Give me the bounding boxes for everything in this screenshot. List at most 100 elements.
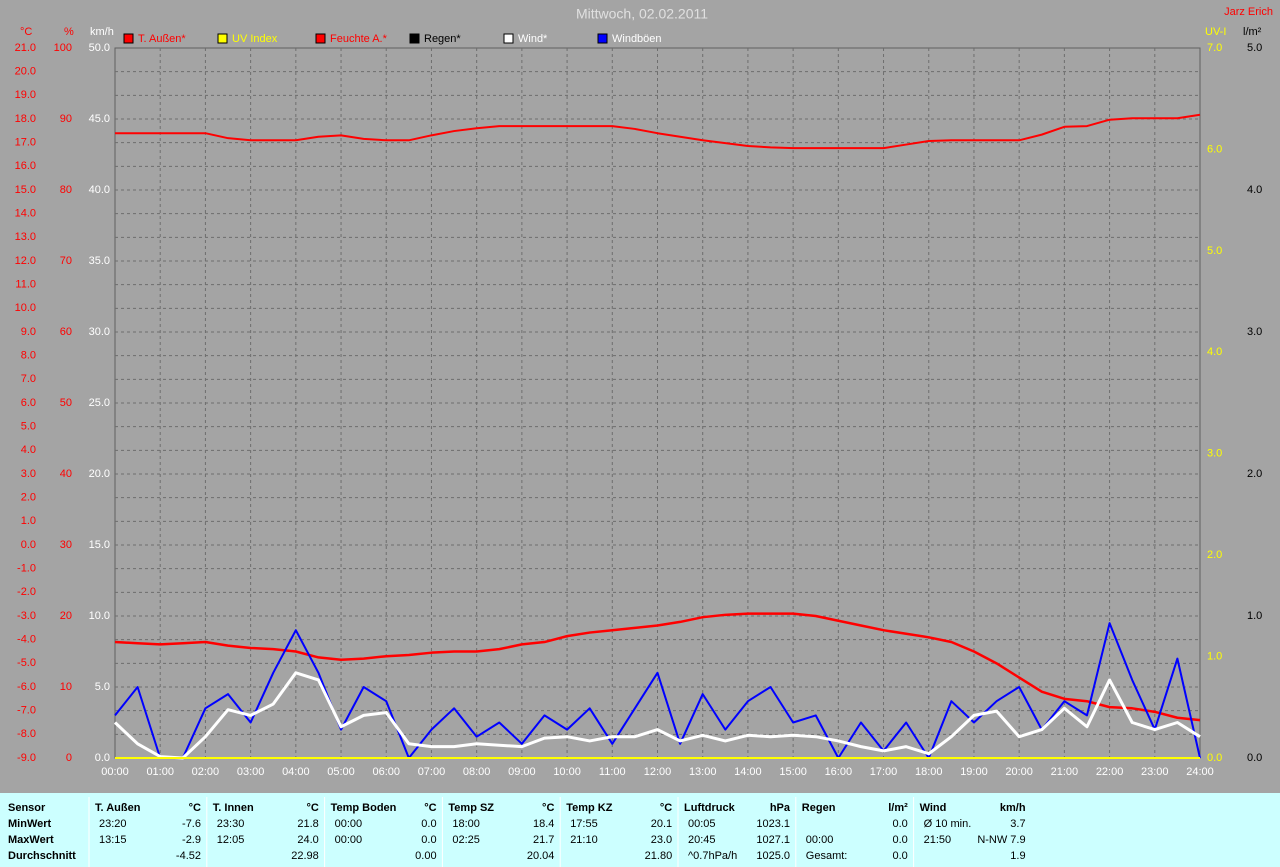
table-cell: 21.7 — [533, 834, 554, 846]
legend-label: Regen* — [424, 33, 461, 45]
x-tick-label: 20:00 — [1005, 766, 1033, 778]
y-tick-label: 0 — [66, 752, 72, 764]
y-tick-label: -3.0 — [17, 610, 36, 622]
x-tick-label: 07:00 — [418, 766, 446, 778]
series-line — [114, 612, 1201, 722]
y-tick-label: 35.0 — [89, 255, 110, 267]
series-line — [114, 622, 1201, 759]
table-cell: 0.0 — [421, 818, 436, 830]
table-cell: 13:15 — [99, 834, 127, 846]
y-tick-label: 20.0 — [15, 66, 36, 78]
y-tick-label: 50.0 — [89, 42, 110, 54]
y-tick-label: 4.0 — [1207, 346, 1222, 358]
x-tick-label: 24:00 — [1186, 766, 1214, 778]
legend-swatch — [123, 33, 134, 44]
x-tick-label: 22:00 — [1096, 766, 1124, 778]
x-tick-label: 11:00 — [599, 766, 626, 778]
y-tick-label: -5.0 — [17, 657, 36, 669]
table-cell: 00:00 — [335, 818, 363, 830]
y-tick-label: -6.0 — [17, 681, 36, 693]
table-cell: -4.52 — [176, 850, 201, 862]
y-tick-label: 0.0 — [95, 752, 110, 764]
x-tick-label: 23:00 — [1141, 766, 1169, 778]
y-tick-label: 3.0 — [1207, 448, 1222, 460]
table-header: Temp SZ — [448, 802, 494, 814]
y-tick-label: 15.0 — [15, 184, 36, 196]
series-line — [113, 671, 1201, 760]
y-tick-label: 60 — [60, 326, 72, 338]
y-tick-label: 5.0 — [21, 421, 36, 433]
y-tick-label: 0.0 — [21, 539, 36, 551]
table-cell: 21.8 — [297, 818, 318, 830]
table-cell: 00:05 — [688, 818, 716, 830]
table-cell: 0.0 — [893, 818, 908, 830]
y-tick-label: 5.0 — [95, 681, 110, 693]
y-tick-label: 90 — [60, 113, 72, 125]
table-cell: 0.0 — [421, 834, 436, 846]
table-header: Wind — [920, 802, 947, 814]
series — [113, 113, 1201, 760]
table-cell: 21:10 — [570, 834, 598, 846]
y-tick-label: 20.0 — [89, 468, 110, 480]
table-cell: 12:05 — [217, 834, 245, 846]
x-tick-label: 17:00 — [870, 766, 898, 778]
y-tick-label: 5.0 — [1207, 245, 1222, 257]
y-tick-label: 16.0 — [15, 160, 36, 172]
legend-swatch — [315, 33, 326, 44]
y-tick-label: 40.0 — [89, 184, 110, 196]
x-tick-label: 21:00 — [1051, 766, 1079, 778]
x-tick-label: 18:00 — [915, 766, 943, 778]
y-tick-label: 50 — [60, 397, 72, 409]
y-tick-label: 2.0 — [1247, 468, 1262, 480]
legend-swatch — [597, 33, 608, 44]
table-header: Luftdruck — [684, 802, 736, 814]
table-cell: 18.4 — [533, 818, 554, 830]
legend-swatch — [217, 33, 228, 44]
table-unit: °C — [542, 802, 554, 814]
y-tick-label: 30 — [60, 539, 72, 551]
table-cell: 20.04 — [527, 850, 555, 862]
table-cell: 22.98 — [291, 850, 319, 862]
table-cell: Ø 10 min. — [924, 818, 972, 830]
y-tick-label: 25.0 — [89, 397, 110, 409]
x-tick-label: 03:00 — [237, 766, 265, 778]
table-unit: °C — [424, 802, 436, 814]
row-label: Durchschnitt — [8, 850, 76, 862]
axis-unit: km/h — [90, 26, 114, 38]
chart-title: Mittwoch, 02.02.2011 — [576, 6, 708, 22]
table-cell: 21.80 — [645, 850, 673, 862]
table-unit: °C — [660, 802, 672, 814]
y-tick-label: 10 — [60, 681, 72, 693]
table-cell: 23:30 — [217, 818, 245, 830]
x-tick-label: 12:00 — [644, 766, 672, 778]
table-cell: 21:50 — [924, 834, 952, 846]
legend-label: Feuchte A.* — [330, 33, 388, 45]
x-tick-label: 05:00 — [327, 766, 355, 778]
y-tick-label: 40 — [60, 468, 72, 480]
legend-label: Wind* — [518, 33, 548, 45]
legend-label: Windböen — [612, 33, 662, 45]
y-tick-label: 6.0 — [1207, 143, 1222, 155]
y-tick-label: 8.0 — [21, 350, 36, 362]
y-tick-label: -1.0 — [17, 563, 36, 575]
author: Jarz Erich — [1224, 6, 1273, 18]
table-unit: km/h — [1000, 802, 1026, 814]
x-tick-label: 02:00 — [192, 766, 220, 778]
y-tick-label: 1.0 — [1247, 610, 1262, 622]
y-tick-label: 20 — [60, 610, 72, 622]
y-tick-label: 18.0 — [15, 113, 36, 125]
y-tick-label: 30.0 — [89, 326, 110, 338]
y-tick-label: 80 — [60, 184, 72, 196]
x-tick-label: 15:00 — [779, 766, 807, 778]
x-tick-label: 13:00 — [689, 766, 717, 778]
series-line — [115, 113, 1201, 150]
y-tick-label: 12.0 — [15, 255, 36, 267]
table-cell: 23.0 — [651, 834, 672, 846]
x-tick-label: 01:00 — [146, 766, 174, 778]
y-tick-label: -2.0 — [17, 586, 36, 598]
y-tick-label: 1.0 — [1207, 650, 1222, 662]
y-tick-label: 11.0 — [15, 279, 36, 291]
y-tick-label: 14.0 — [15, 208, 36, 220]
table-cell: 1023.1 — [756, 818, 790, 830]
